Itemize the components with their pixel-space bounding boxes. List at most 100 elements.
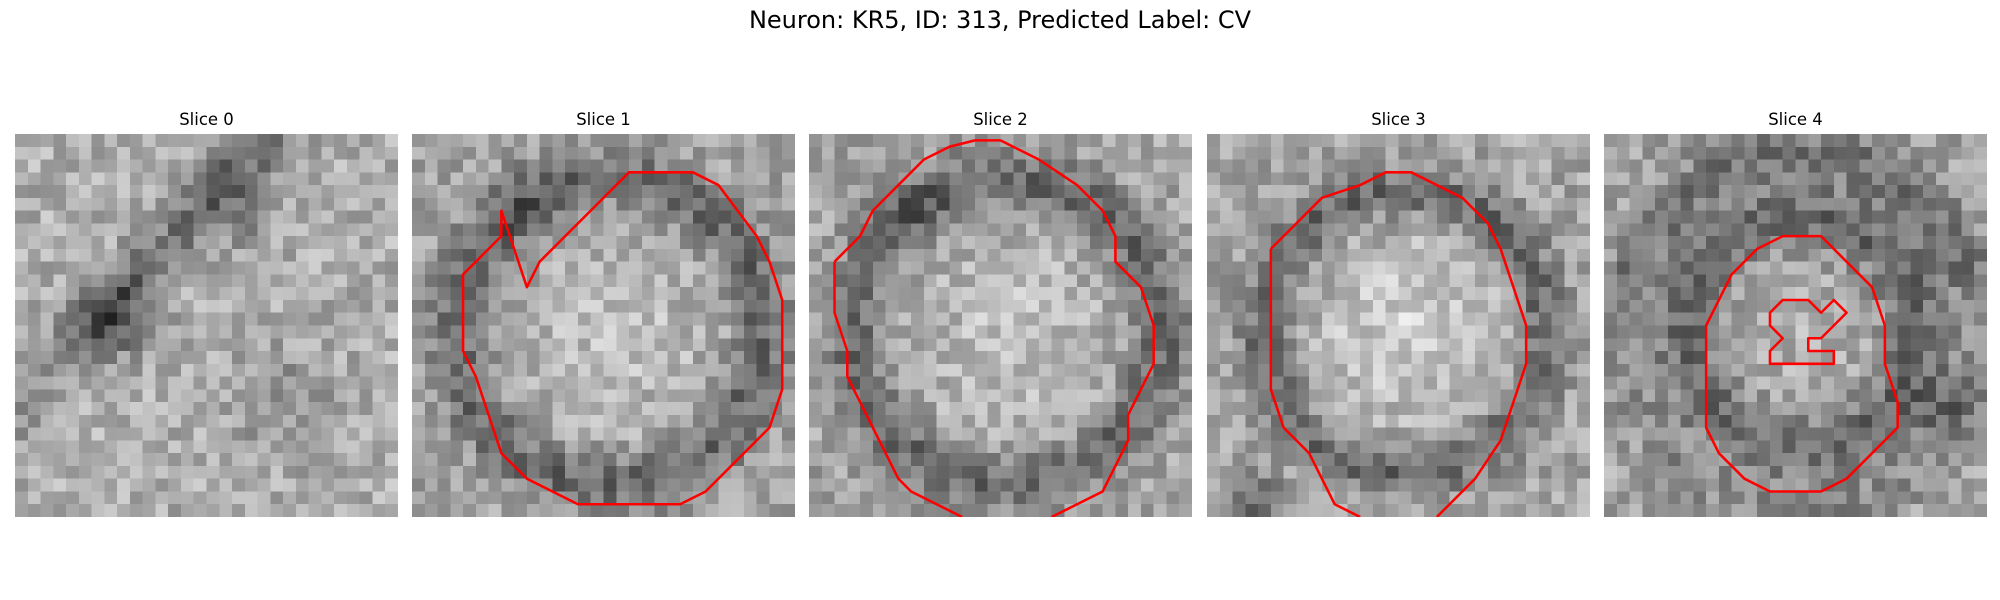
pixel [1487, 376, 1501, 390]
pixel [872, 299, 886, 313]
pixel [232, 325, 246, 339]
pixel [1757, 363, 1771, 377]
pixel [692, 440, 706, 454]
pixel [1372, 338, 1386, 352]
pixel [1026, 440, 1040, 454]
pixel [1219, 389, 1233, 403]
pixel [193, 210, 207, 224]
pixel [1026, 325, 1040, 339]
pixel [1923, 146, 1937, 160]
pixel [616, 210, 630, 224]
pixel [1923, 197, 1937, 211]
pixel [346, 440, 360, 454]
pixel [654, 223, 668, 237]
pixel [756, 159, 770, 173]
pixel [629, 504, 643, 517]
pixel [1270, 312, 1284, 326]
pixel [1140, 146, 1154, 160]
pixel [1360, 363, 1374, 377]
pixel [1372, 453, 1386, 467]
pixel [155, 159, 169, 173]
pixel [1616, 491, 1630, 505]
pixel [27, 261, 41, 275]
pixel [1846, 427, 1860, 441]
pixel [782, 312, 795, 326]
pixel [718, 491, 732, 505]
pixel [1462, 453, 1476, 467]
pixel [872, 185, 886, 199]
pixel [346, 478, 360, 492]
pixel [193, 172, 207, 186]
pixel [1436, 210, 1450, 224]
pixel [552, 402, 566, 416]
pixel [987, 248, 1001, 262]
pixel [168, 210, 182, 224]
pixel [1166, 376, 1180, 390]
pixel [1372, 363, 1386, 377]
pixel [1846, 478, 1860, 492]
pixel [1283, 402, 1297, 416]
pixel [680, 351, 694, 365]
pixel [743, 491, 757, 505]
pixel [424, 491, 438, 505]
pixel [552, 325, 566, 339]
pixel [821, 146, 835, 160]
pixel [193, 402, 207, 416]
pixel [129, 453, 143, 467]
pixel [923, 236, 937, 250]
pixel [1077, 223, 1091, 237]
pixel [475, 465, 489, 479]
pixel [1000, 146, 1014, 160]
pixel [1731, 197, 1745, 211]
pixel [1424, 389, 1438, 403]
pixel [372, 478, 386, 492]
pixel [987, 223, 1001, 237]
pixel [577, 248, 591, 262]
pixel [321, 351, 335, 365]
pixel [1372, 351, 1386, 365]
pixel [1013, 440, 1027, 454]
pixel [437, 338, 451, 352]
pixel [898, 248, 912, 262]
pixel [1629, 185, 1643, 199]
pixel [168, 414, 182, 428]
pixel [1436, 376, 1450, 390]
pixel [1219, 185, 1233, 199]
pixel [782, 172, 795, 186]
pixel [872, 223, 886, 237]
pixel [1153, 376, 1167, 390]
pixel [552, 478, 566, 492]
pixel [1089, 223, 1103, 237]
pixel [1667, 465, 1681, 479]
pixel [1309, 172, 1323, 186]
pixel [1782, 134, 1796, 148]
pixel [206, 440, 220, 454]
pixel [552, 338, 566, 352]
pixel [1449, 363, 1463, 377]
pixel [782, 325, 795, 339]
pixel [1526, 478, 1540, 492]
pixel [1102, 172, 1116, 186]
pixel [705, 427, 719, 441]
pixel [219, 453, 233, 467]
pixel [450, 465, 464, 479]
pixel [1436, 465, 1450, 479]
pixel [1449, 338, 1463, 352]
pixel [424, 504, 438, 517]
pixel [385, 159, 398, 173]
pixel [885, 261, 899, 275]
pixel [1283, 146, 1297, 160]
pixel [936, 223, 950, 237]
pixel [526, 185, 540, 199]
pixel [769, 210, 783, 224]
pixel [283, 478, 297, 492]
pixel [949, 351, 963, 365]
pixel [731, 427, 745, 441]
pixel [372, 248, 386, 262]
pixel [1115, 427, 1129, 441]
pixel [1500, 146, 1514, 160]
pixel [949, 478, 963, 492]
pixel [1258, 159, 1272, 173]
pixel [1706, 248, 1720, 262]
pixel [577, 223, 591, 237]
